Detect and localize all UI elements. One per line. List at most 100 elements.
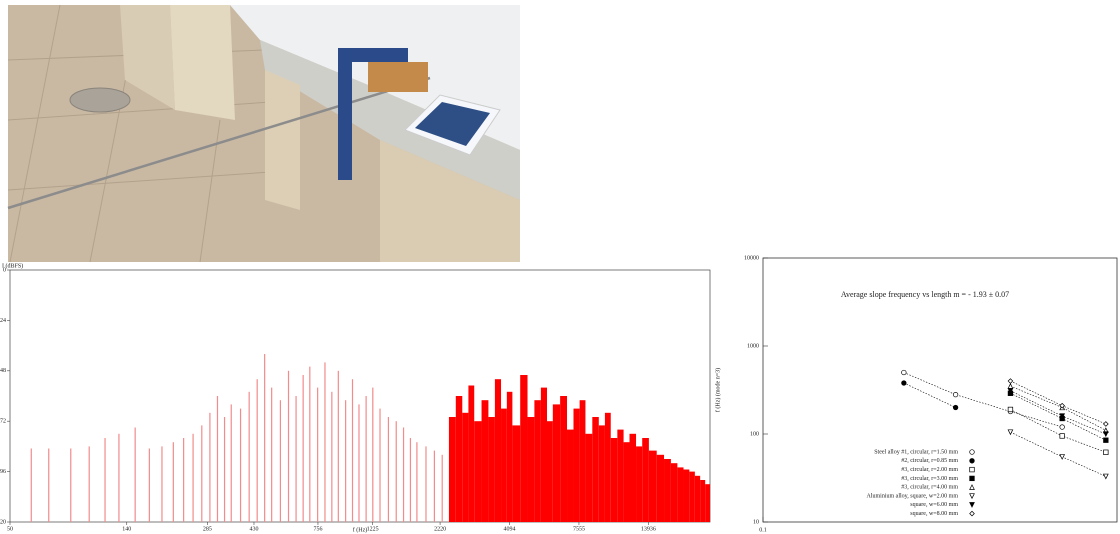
marker: [1104, 474, 1109, 479]
spectrum-bar: [288, 371, 289, 522]
marker: [953, 392, 958, 397]
spectrum-bar: [231, 404, 232, 522]
legend-label: Steel alloy #1, circular, r=1.50 mm: [874, 449, 958, 455]
annotation: Average slope frequency vs length m = - …: [841, 290, 1009, 299]
series-line: [1010, 386, 1105, 430]
marker: [902, 370, 907, 375]
spectrum-bar: [173, 442, 174, 522]
spectrum-bar: [324, 362, 325, 522]
y-tick-label: -48: [0, 368, 6, 374]
marker: [1008, 379, 1013, 384]
spectrum-bar: [611, 438, 618, 522]
spectrum-bar: [416, 442, 417, 522]
series-line: [1010, 432, 1105, 476]
spectrum-bar: [372, 388, 373, 522]
x-tick-label: 0.1: [759, 527, 767, 533]
spectrum-bar: [462, 413, 468, 522]
legend-marker: [970, 494, 975, 499]
series-line: [1010, 409, 1105, 452]
spectrum-bar: [257, 379, 258, 522]
x-axis-label: f (Hz): [353, 526, 368, 533]
y-tick-label: -96: [0, 469, 6, 475]
marker: [1008, 407, 1013, 412]
legend-label: square, w=6.00 mm: [910, 502, 958, 508]
spectrum-bar: [501, 409, 507, 522]
legend-label: #3, circular, r=2.00 mm: [901, 467, 958, 473]
spectrum-bar: [449, 417, 456, 522]
x-tick-label: 430: [249, 526, 258, 532]
loglog-chart: f (Hz) (mode n=3) Average slope frequenc…: [714, 255, 1117, 533]
spectrum-bar: [317, 388, 318, 522]
spectrum-bar: [592, 417, 598, 522]
spectrum-bar: [605, 413, 611, 522]
y-tick-label: -120: [0, 519, 6, 525]
x-tick-label: 285: [203, 526, 212, 532]
spectrum-bar: [617, 430, 623, 522]
marker: [1060, 455, 1065, 460]
spectrum-bar: [573, 409, 579, 522]
x-tick-label: 50: [7, 526, 13, 532]
series-line: [1010, 381, 1105, 424]
spectrum-bar: [303, 375, 304, 522]
spectrum-bar: [664, 459, 671, 522]
spectrum-bar: [630, 434, 637, 522]
legend-marker: [970, 467, 975, 472]
spectrum-bar: [482, 400, 489, 522]
x-tick-label: 2220: [434, 526, 446, 532]
legend-marker: [970, 450, 975, 455]
y-tick-label: 0: [3, 267, 6, 273]
legend-label: #3, circular, r=4.00 mm: [901, 485, 958, 491]
marker: [1060, 434, 1065, 439]
spectrum-bar: [624, 442, 630, 522]
spectrum-bar: [89, 446, 90, 522]
y-tick-label: -72: [0, 419, 6, 425]
spectrum-bar: [677, 467, 683, 522]
marker: [1104, 450, 1109, 455]
spectrum-bar: [442, 455, 443, 522]
spectrum-bar: [149, 449, 150, 523]
spectrum-bar: [512, 425, 520, 522]
spectrum-bar: [567, 430, 573, 522]
y-axis-label: f (Hz) (mode n=3): [714, 368, 721, 412]
legend-marker: [970, 485, 975, 490]
spectrum-bar: [705, 484, 710, 522]
spectrum-bar: [240, 409, 241, 522]
spectrum-bar: [295, 396, 296, 522]
spectrum-bar: [201, 425, 202, 522]
spectrum-bar: [534, 400, 540, 522]
marker: [1104, 432, 1109, 437]
legend-marker: [970, 503, 975, 508]
series-line: [904, 383, 956, 408]
spectrum-bar: [217, 396, 218, 522]
spectrum-bar: [271, 388, 272, 522]
y-tick-label: 1000: [747, 343, 759, 349]
spectrum-bar: [560, 396, 567, 522]
spectrum-bar: [249, 392, 250, 522]
marker: [1104, 422, 1109, 427]
spectrum-bar: [264, 354, 265, 522]
x-tick-label: 140: [122, 526, 131, 532]
legend-label: #2, circular, r=0.85 mm: [901, 458, 958, 464]
spectrum-chart: I (dBFS) f (Hz) 0-24-48-72-96-1205014028…: [0, 262, 710, 533]
spectrum-bar: [657, 455, 664, 522]
legend-label: Aluminium alloy, square, w=2.00 mm: [867, 493, 959, 499]
spectrum-bar: [104, 438, 105, 522]
y-tick-label: 10: [753, 519, 759, 525]
spectrum-bar: [684, 470, 690, 523]
spectrum-bar: [379, 409, 380, 522]
spectrum-bar: [48, 449, 49, 523]
marker: [1060, 425, 1065, 430]
spectrum-bar: [468, 386, 474, 523]
spectrum-bar: [70, 449, 71, 523]
spectrum-bar: [585, 434, 592, 522]
spectrum-bar: [309, 367, 310, 522]
spectrum-bar: [410, 438, 411, 522]
spectrum-bar: [553, 404, 560, 522]
spectrum-bar: [352, 379, 353, 522]
spectrum-bar: [31, 449, 32, 523]
legend-marker: [970, 476, 975, 481]
spectrum-bar: [488, 417, 494, 522]
spectrum-bar: [434, 451, 435, 522]
spectrum-bar: [695, 476, 700, 522]
spectrum-bar: [580, 400, 586, 522]
